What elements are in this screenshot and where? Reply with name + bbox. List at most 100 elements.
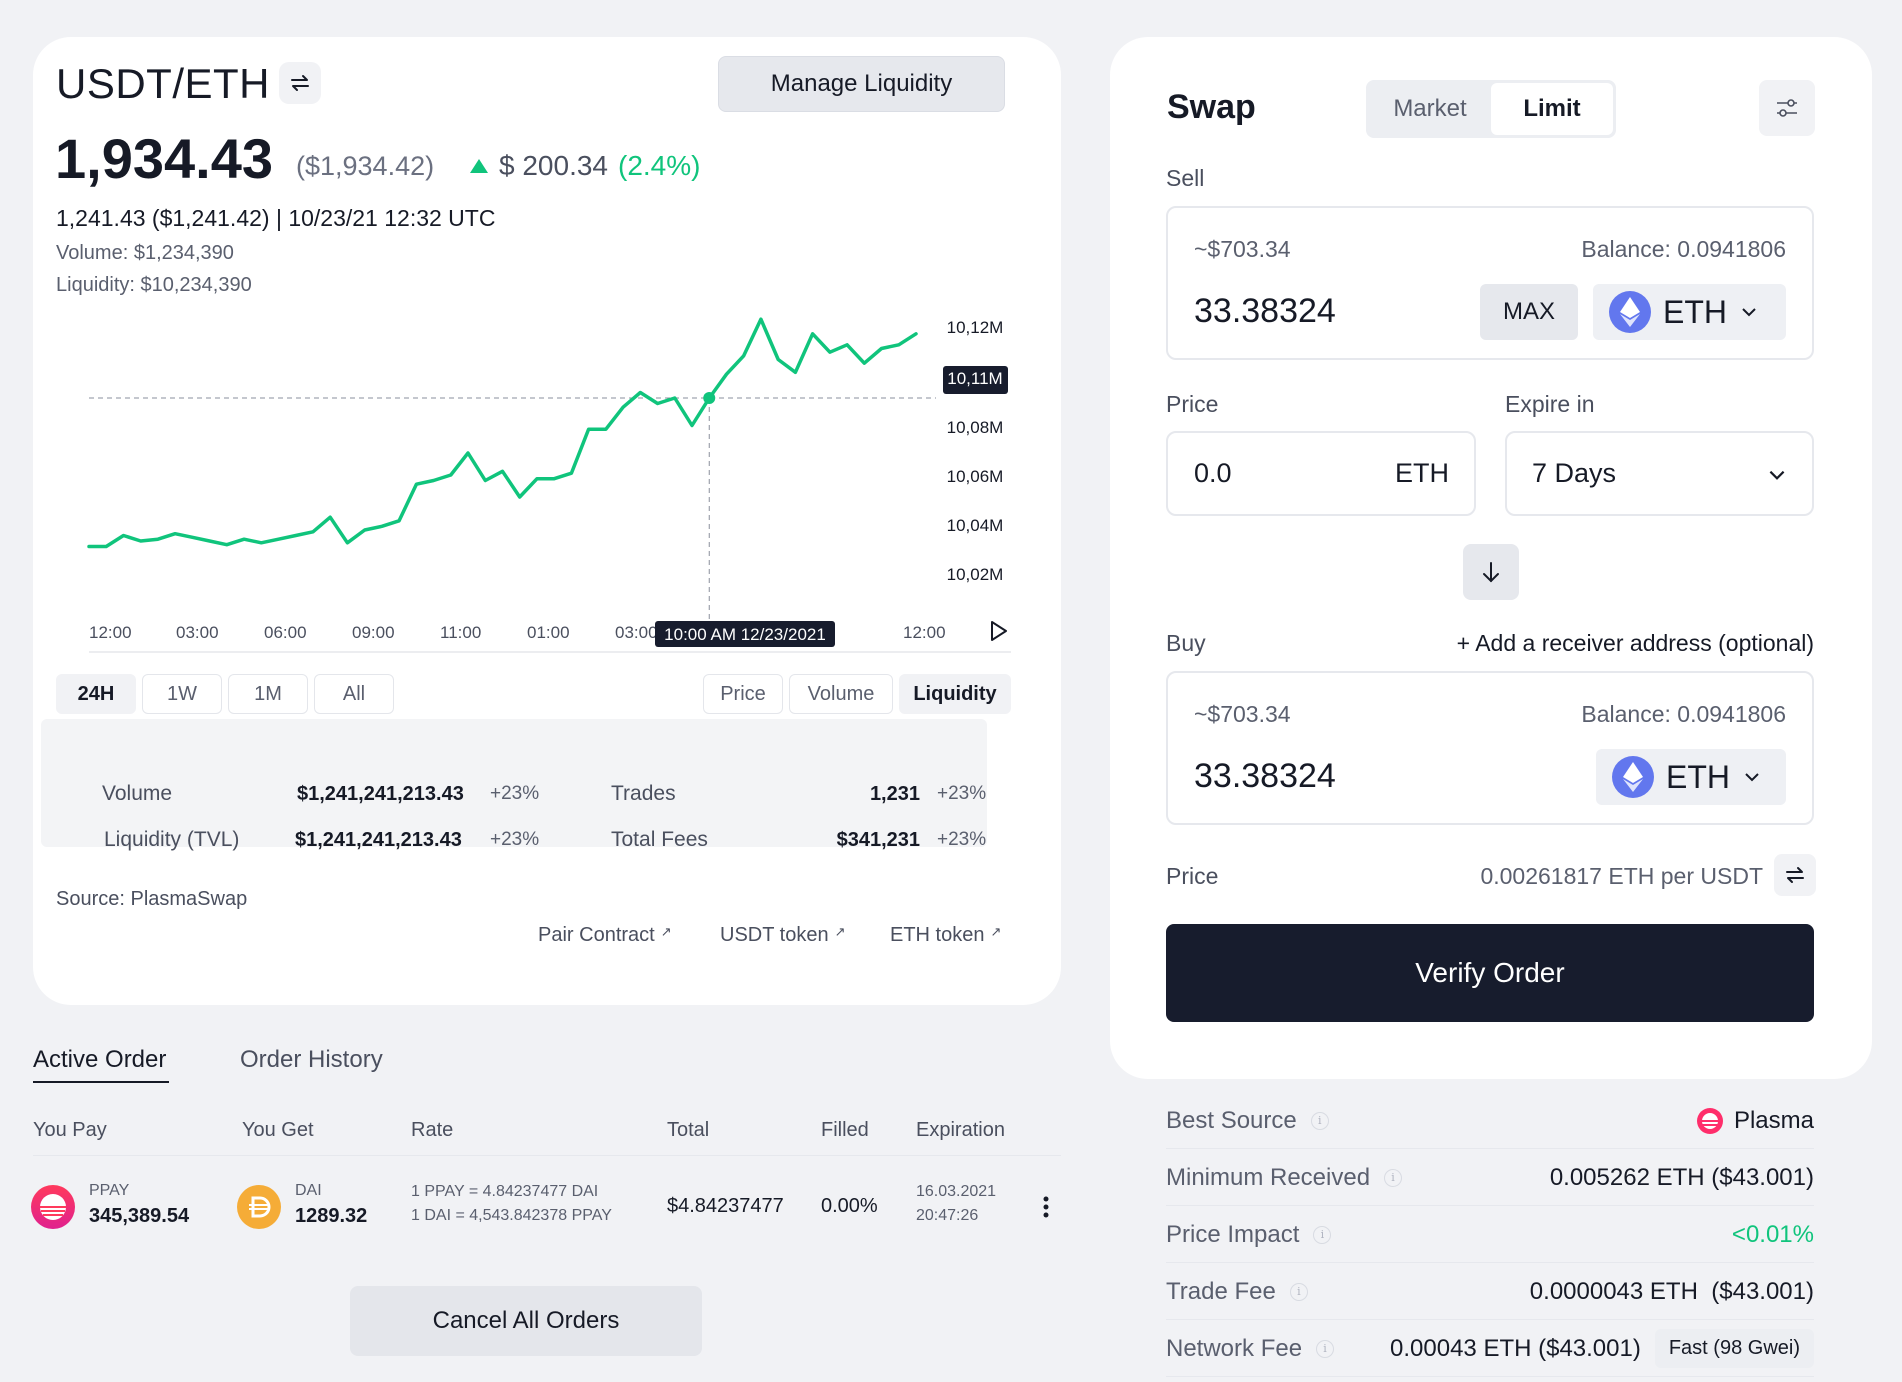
play-icon[interactable] <box>991 621 1007 641</box>
swap-arrows-icon <box>291 75 309 91</box>
current-price-usd: ($1,934.42) <box>296 151 435 181</box>
info-icon[interactable]: i <box>1316 1339 1335 1358</box>
detail-trade-fee: Trade Fee i 0.0000043 ETH ($43.001) <box>1166 1264 1814 1320</box>
pay-token-symbol: PPAY <box>89 1182 130 1199</box>
current-price: 1,934.43 <box>55 127 273 190</box>
best-source-label: Best Source <box>1166 1106 1297 1134</box>
sell-amount-input[interactable]: 33.38324 <box>1194 292 1336 330</box>
eth-token-label: ETH token <box>890 924 985 946</box>
x-tick-label: 03:00 <box>176 623 219 642</box>
price-label: Price <box>1166 391 1219 417</box>
rate-line-2: 1 DAI = 4,543.842378 PPAY <box>411 1207 612 1224</box>
detail-minimum-received: Minimum Received i 0.005262 ETH ($43.001) <box>1166 1150 1814 1206</box>
tab-order-history[interactable]: Order History <box>240 1046 383 1073</box>
range-all[interactable]: All <box>314 674 394 714</box>
external-link-icon: ↗ <box>660 924 672 939</box>
detail-best-source: Best Source i Plasma <box>1166 1093 1814 1149</box>
expire-select[interactable] <box>1505 431 1814 516</box>
settings-button[interactable] <box>1759 80 1815 136</box>
detail-price-impact: Price Impact i <0.01% <box>1166 1207 1814 1263</box>
col-you-pay: You Pay <box>33 1119 107 1141</box>
col-rate: Rate <box>411 1119 454 1141</box>
x-tooltip-label: 10:00 AM 12/23/2021 <box>664 625 826 644</box>
range-1m[interactable]: 1M <box>228 674 308 714</box>
trade-fee-value: 0.0000043 ETH ($43.001) <box>1529 1277 1814 1305</box>
tab-market[interactable]: Market <box>1393 95 1467 122</box>
get-amount: 1289.32 <box>295 1205 368 1227</box>
add-receiver-link[interactable]: + Add a receiver address (optional) <box>1456 630 1814 656</box>
order-filled: 0.00% <box>821 1195 878 1217</box>
pair-contract-link[interactable]: Pair Contract ↗ <box>538 924 672 947</box>
time-range-selector: 24H 1W 1M All <box>56 674 394 714</box>
min-received-value: 0.005262 ETH ($43.001) <box>1549 1163 1814 1191</box>
rate-label: Price <box>1166 863 1219 889</box>
active-tab-indicator <box>33 1081 169 1083</box>
usdt-token-link[interactable]: USDT token ↗ <box>720 924 845 947</box>
metric-liquidity[interactable]: Liquidity <box>899 674 1011 714</box>
y-tick-label: 10,06M <box>947 467 1004 486</box>
metric-price[interactable]: Price <box>703 674 783 714</box>
liquidity-chart[interactable]: 10,12M 10,11M 10,08M 10,06M 10,04M 10,02M 12:0… <box>56 300 1016 660</box>
y-tick-label: 10,02M <box>947 565 1004 584</box>
tab-active-order[interactable]: Active Order <box>33 1046 167 1073</box>
range-24h[interactable]: 24H <box>56 674 136 714</box>
price-input[interactable]: 0.0 <box>1194 458 1232 488</box>
row-menu-button[interactable] <box>1036 1190 1056 1224</box>
flip-direction-button[interactable] <box>1463 544 1519 600</box>
manage-liquidity-button[interactable]: Manage Liquidity <box>718 56 1005 112</box>
expiration-date: 16.03.2021 <box>916 1183 997 1200</box>
invert-rate-button[interactable] <box>1774 854 1816 896</box>
eth-icon <box>1612 756 1654 798</box>
best-source-value: Plasma <box>1733 1106 1814 1134</box>
info-icon[interactable]: i <box>1313 1225 1332 1244</box>
buy-balance: Balance: 0.0941806 <box>1581 701 1786 727</box>
col-you-get: You Get <box>242 1119 314 1141</box>
sell-token-symbol: ETH <box>1663 293 1727 330</box>
x-tick-label: 12:00 <box>903 623 946 642</box>
gas-speed-selector[interactable]: Fast (98 Gwei) <box>1654 1329 1814 1368</box>
col-total: Total <box>667 1119 710 1141</box>
verify-order-button[interactable]: Verify Order <box>1166 924 1814 1022</box>
buy-amount-input[interactable]: 33.38324 <box>1194 757 1336 795</box>
max-button[interactable]: MAX <box>1480 284 1578 340</box>
min-received-label: Minimum Received <box>1166 1163 1371 1191</box>
sell-token-selector[interactable]: ETH <box>1593 284 1786 340</box>
x-tick-label: 06:00 <box>264 623 307 642</box>
price-unit: ETH <box>1395 458 1449 488</box>
col-filled: Filled <box>821 1119 869 1141</box>
buy-token-selector[interactable]: ETH <box>1596 749 1786 805</box>
volume-summary: Volume: $1,234,390 <box>56 242 234 264</box>
x-tick-label: 09:00 <box>352 623 395 642</box>
get-token-symbol: DAI <box>295 1182 322 1199</box>
up-triangle-icon <box>470 159 488 173</box>
col-expiration: Expiration <box>916 1119 1005 1141</box>
stat-tvl-label: Liquidity (TVL) <box>104 828 240 851</box>
x-tooltip-badge <box>655 621 835 647</box>
y-highlight-badge <box>943 366 1008 394</box>
usdt-token-label: USDT token <box>720 924 829 946</box>
plasma-logo-icon <box>1696 1107 1723 1134</box>
price-impact-label: Price Impact <box>1166 1220 1300 1248</box>
buy-token-symbol: ETH <box>1666 758 1730 795</box>
sell-balance: Balance: 0.0941806 <box>1581 236 1786 262</box>
eth-icon <box>1609 291 1651 333</box>
metric-volume[interactable]: Volume <box>789 674 893 714</box>
info-icon[interactable]: i <box>1310 1111 1329 1130</box>
info-icon[interactable]: i <box>1384 1168 1403 1187</box>
ppay-token-icon <box>31 1185 75 1229</box>
buy-label: Buy <box>1166 630 1206 656</box>
tab-limit[interactable]: Limit <box>1491 83 1613 135</box>
info-icon[interactable]: i <box>1289 1282 1308 1301</box>
expiration-time: 20:47:26 <box>916 1207 979 1224</box>
price-change-pct: (2.4%) <box>618 150 701 181</box>
cancel-all-orders-button[interactable]: Cancel All Orders <box>350 1286 702 1356</box>
data-source: Source: PlasmaSwap <box>56 888 248 910</box>
range-1w[interactable]: 1W <box>142 674 222 714</box>
swap-pair-button[interactable] <box>279 62 321 104</box>
buy-usd-value: ~$703.34 <box>1194 701 1291 727</box>
eth-token-link[interactable]: ETH token ↗ <box>890 924 1001 947</box>
series-line <box>87 317 918 549</box>
price-input-box[interactable] <box>1166 431 1476 516</box>
more-vertical-icon <box>1043 1196 1049 1218</box>
y-tick-label: 10,12M <box>947 318 1004 337</box>
